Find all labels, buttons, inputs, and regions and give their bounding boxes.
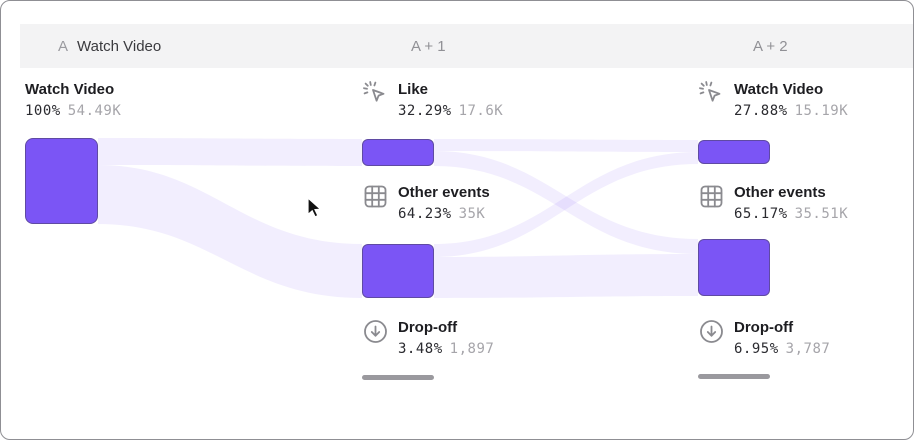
step-band-label: A + 2 (753, 37, 788, 55)
event-label-other-events-a2[interactable]: Other events 65.17% 35.51K (698, 182, 848, 225)
flow-like-to-otherevents2[interactable] (434, 151, 698, 254)
node-like-a1[interactable] (362, 139, 434, 166)
event-name: Other events (734, 184, 826, 201)
drop-off-icon (364, 320, 387, 343)
event-count: 3,787 (785, 341, 831, 357)
step-band-a[interactable]: A Watch Video (20, 24, 391, 68)
drop-off-bar-a1[interactable] (362, 375, 434, 380)
event-label-drop-off-a2[interactable]: Drop-off 6.95% 3,787 (698, 317, 830, 360)
event-percent: 32.29% (398, 103, 452, 119)
node-watch-video-a2[interactable] (698, 140, 770, 164)
event-count: 35.51K (794, 206, 849, 222)
event-percent: 27.88% (734, 103, 788, 119)
event-name: Drop-off (734, 319, 794, 336)
step-band-label: A + 1 (411, 37, 446, 55)
drop-off-bar-a2[interactable] (698, 374, 770, 379)
event-percent: 64.23% (398, 206, 452, 222)
event-percent: 100% (25, 103, 61, 119)
event-count: 1,897 (449, 341, 495, 357)
flow-otherevents-to-watchvideo2[interactable] (434, 152, 698, 257)
click-event-icon (363, 81, 385, 102)
step-band-a-plus-2[interactable]: A + 2 (691, 24, 913, 68)
grid-icon (364, 185, 387, 208)
step-band-a-plus-1[interactable]: A + 1 (349, 24, 757, 68)
flow-watchvideo-to-like[interactable] (98, 138, 362, 166)
grid-icon (700, 185, 723, 208)
node-other-events-a2[interactable] (698, 239, 770, 296)
step-letter: A (58, 37, 69, 55)
event-count: 54.49K (67, 103, 122, 119)
node-watch-video-a[interactable] (25, 138, 98, 224)
event-name: Like (398, 81, 429, 98)
step-band-label: Watch Video (77, 37, 162, 55)
flow-like-to-watchvideo2[interactable] (434, 139, 698, 152)
event-name: Drop-off (398, 319, 458, 336)
event-label-like[interactable]: Like 32.29% 17.6K (362, 79, 503, 122)
drop-off-icon (700, 320, 723, 343)
event-percent: 3.48% (398, 341, 443, 357)
event-percent: 65.17% (734, 206, 788, 222)
event-percent: 6.95% (734, 341, 779, 357)
event-count: 35K (458, 206, 486, 222)
flow-watchvideo-to-otherevents[interactable] (98, 165, 362, 298)
event-label-other-events-a1[interactable]: Other events 64.23% 35K (362, 182, 490, 225)
event-count: 17.6K (458, 103, 504, 119)
event-label-watch-video-a2[interactable]: Watch Video 27.88% 15.19K (698, 79, 848, 122)
event-label-watch-video-a[interactable]: Watch Video 100% 54.49K (25, 79, 121, 122)
flow-otherevents-to-otherevents2[interactable] (434, 254, 698, 298)
event-name: Watch Video (734, 81, 824, 98)
click-event-icon (699, 81, 721, 102)
event-name: Other events (398, 184, 490, 201)
mouse-cursor (307, 197, 322, 218)
event-name: Watch Video (25, 81, 115, 98)
node-other-events-a1[interactable] (362, 244, 434, 298)
event-count: 15.19K (794, 103, 849, 119)
event-label-drop-off-a1[interactable]: Drop-off 3.48% 1,897 (362, 317, 494, 360)
